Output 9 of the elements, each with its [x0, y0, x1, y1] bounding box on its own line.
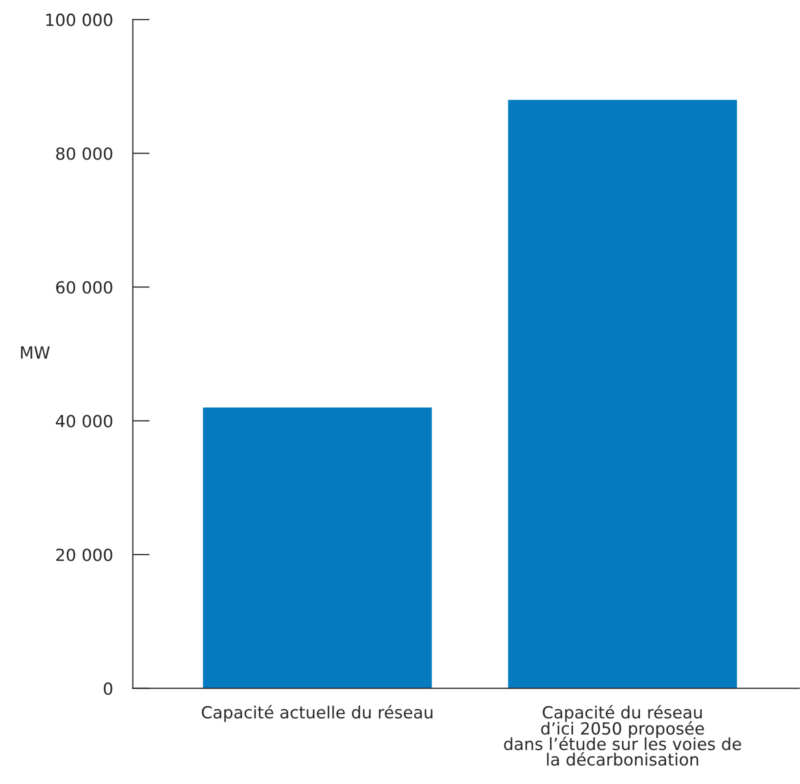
y-tick-label: 100 000: [46, 14, 112, 26]
x-tick-label: Capacité du réseau d’ici 2050 proposée dans l’étude sur les voies de la décarbonisation: [504, 705, 742, 766]
y-tick-label: 40 000: [56, 414, 112, 428]
x-tick-label: Capacité actuelle du réseau: [202, 705, 432, 722]
y-axis-title: MW: [21, 346, 50, 359]
y-tick-label: 20 000: [56, 548, 112, 562]
y-tick-label: 0: [104, 682, 112, 695]
y-tick-label: 80 000: [56, 147, 112, 160]
y-tick-label: 60 000: [56, 281, 112, 294]
